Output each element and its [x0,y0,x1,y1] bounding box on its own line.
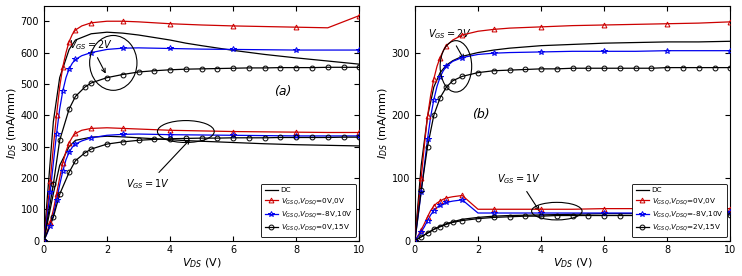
Text: (b): (b) [472,108,489,121]
Text: $\mathit{V}_{GS}=1V$: $\mathit{V}_{GS}=1V$ [126,140,189,191]
Y-axis label: $\mathit{I}_{DS}$ (mA/mm): $\mathit{I}_{DS}$ (mA/mm) [376,87,390,159]
X-axis label: $\mathit{V}_{DS}$ (V): $\mathit{V}_{DS}$ (V) [553,257,593,270]
Legend: DC, $\mathit{V}_{GSQ}$,$\mathit{V}_{DSQ}$=0V,0V, $\mathit{V}_{GSQ}$,$\mathit{V}_: DC, $\mathit{V}_{GSQ}$,$\mathit{V}_{DSQ}… [632,184,726,237]
X-axis label: $\mathit{V}_{DS}$ (V): $\mathit{V}_{DS}$ (V) [182,257,222,270]
Text: $\mathit{V}_{GS}=2V$: $\mathit{V}_{GS}=2V$ [69,39,113,73]
Text: $\mathit{V}_{GS}=1V$: $\mathit{V}_{GS}=1V$ [497,172,541,210]
Y-axis label: $\mathit{I}_{DS}$ (mA/mm): $\mathit{I}_{DS}$ (mA/mm) [5,87,19,159]
Text: $\mathit{V}_{GS}=2V$: $\mathit{V}_{GS}=2V$ [427,27,471,59]
Legend: DC, $\mathit{V}_{GSQ}$,$\mathit{V}_{DSQ}$=0V,0V, $\mathit{V}_{GSQ}$,$\mathit{V}_: DC, $\mathit{V}_{GSQ}$,$\mathit{V}_{DSQ}… [261,184,355,237]
Text: (a): (a) [274,85,292,98]
